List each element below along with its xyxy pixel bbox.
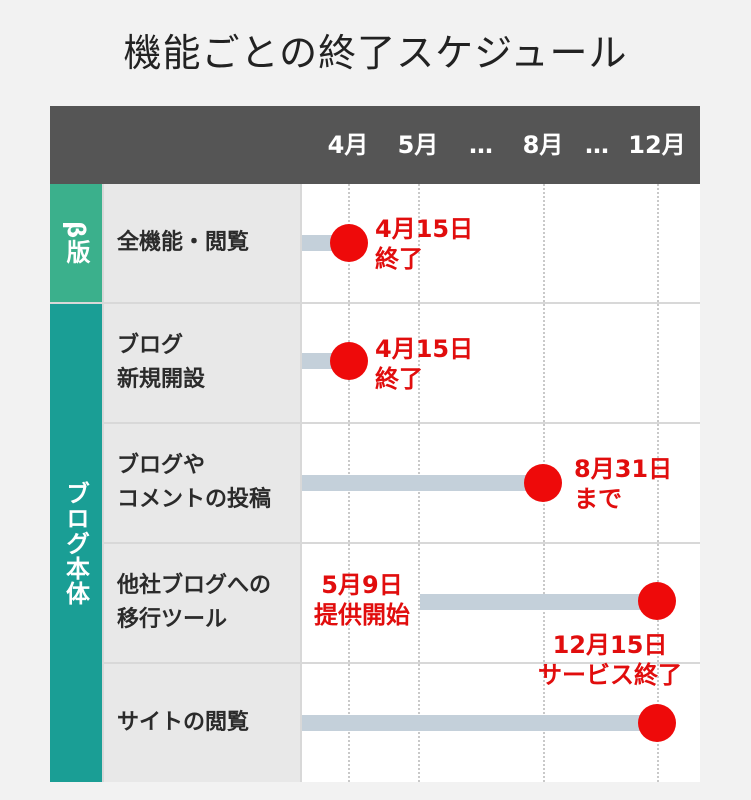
row-label-line: 移行ツール bbox=[117, 607, 228, 632]
month-label-12: 12月 bbox=[628, 131, 686, 159]
note-line: 5月9日 bbox=[321, 571, 403, 599]
note-row-4-start: 5月9日 提供開始 bbox=[310, 570, 414, 630]
month-label-4: 4月 bbox=[327, 131, 369, 159]
note-line: 提供開始 bbox=[314, 601, 410, 629]
column-separator bbox=[300, 184, 302, 782]
note-line: 4月15日 bbox=[375, 335, 474, 363]
note-line: まで bbox=[574, 485, 622, 513]
note-line: 8月31日 bbox=[574, 455, 673, 483]
note-line: 4月15日 bbox=[375, 215, 474, 243]
row-label-line: サイトの閲覧 bbox=[117, 710, 250, 735]
row-label-line: コメントの投稿 bbox=[117, 487, 272, 512]
note-line: サービス終了 bbox=[538, 661, 682, 689]
group-blog: ブログ本体 bbox=[50, 304, 102, 782]
page-title: 機能ごとの終了スケジュール bbox=[123, 31, 628, 75]
timeline-bar-row-5 bbox=[302, 715, 657, 731]
row-separator bbox=[102, 662, 700, 664]
row-label-line: ブログや bbox=[117, 453, 206, 478]
timeline-bar-row-3 bbox=[302, 475, 543, 491]
note-line: 12月15日 bbox=[552, 631, 668, 659]
row-label-line: 他社ブログへの bbox=[117, 573, 272, 598]
row-label-line: ブログ bbox=[117, 333, 184, 358]
end-marker-row-3 bbox=[524, 464, 562, 502]
group-beta: β版 bbox=[50, 184, 102, 302]
row-label-site-viewing: サイトの閲覧 bbox=[103, 664, 300, 782]
gridline-12 bbox=[657, 184, 659, 782]
month-ellipsis-1: … bbox=[469, 131, 493, 159]
end-marker-row-2 bbox=[330, 342, 368, 380]
note-row-4-end: 12月15日 サービス終了 bbox=[530, 630, 690, 690]
note-line: 終了 bbox=[375, 365, 423, 393]
month-label-5: 5月 bbox=[397, 131, 439, 159]
end-marker-row-4 bbox=[638, 582, 676, 620]
column-separator bbox=[102, 184, 104, 782]
row-separator bbox=[102, 422, 700, 424]
group-beta-label: β版 bbox=[62, 221, 90, 265]
month-label-8: 8月 bbox=[522, 131, 564, 159]
note-row-1: 4月15日 終了 bbox=[375, 214, 473, 274]
note-line: 終了 bbox=[375, 245, 423, 273]
note-row-3: 8月31日 まで bbox=[574, 454, 672, 514]
row-label-all-features: 全機能・閲覧 bbox=[103, 184, 300, 302]
row-label-new-blog: ブログ 新規開設 bbox=[103, 304, 300, 422]
note-row-2: 4月15日 終了 bbox=[375, 334, 473, 394]
table-header bbox=[50, 106, 700, 184]
row-label-migration-tool: 他社ブログへの 移行ツール bbox=[103, 544, 300, 662]
row-label-line: 新規開設 bbox=[117, 367, 206, 392]
end-marker-row-1 bbox=[330, 224, 368, 262]
month-ellipsis-2: … bbox=[585, 131, 609, 159]
group-blog-label: ブログ本体 bbox=[61, 480, 90, 606]
row-label-line: 全機能・閲覧 bbox=[117, 230, 250, 255]
row-separator bbox=[102, 542, 700, 544]
end-marker-row-5 bbox=[638, 704, 676, 742]
row-label-posting: ブログや コメントの投稿 bbox=[103, 424, 300, 542]
row-separator bbox=[50, 302, 700, 304]
timeline-bar-row-4 bbox=[420, 594, 657, 610]
